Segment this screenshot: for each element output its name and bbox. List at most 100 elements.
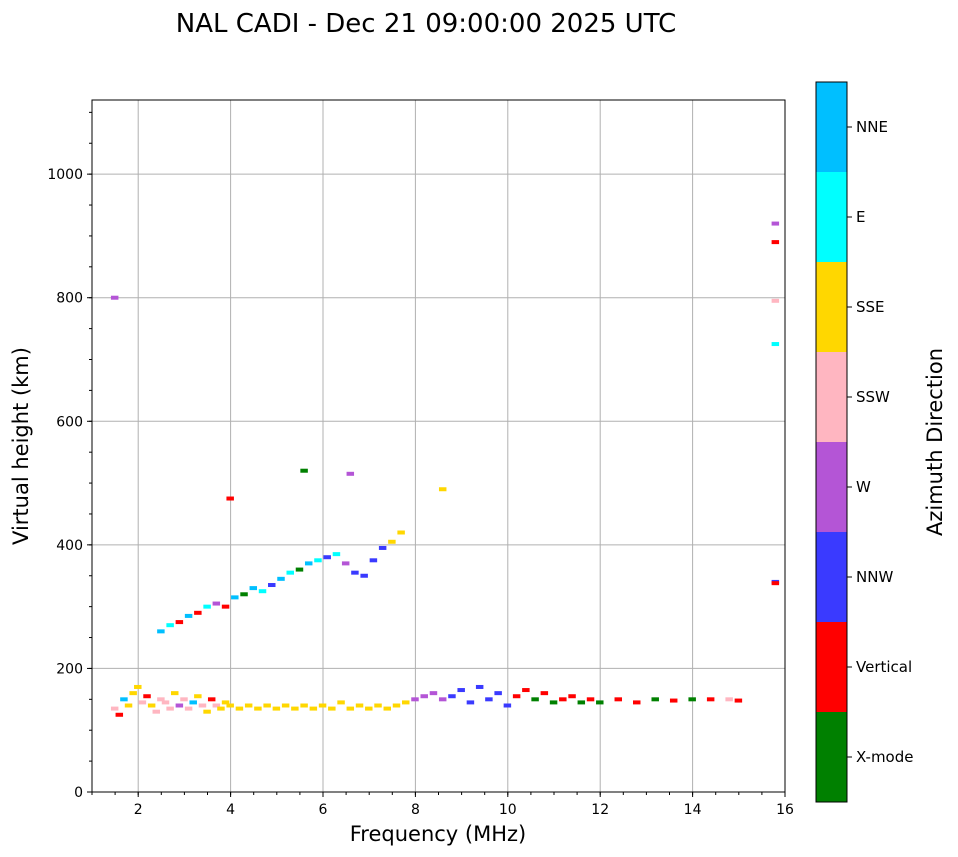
echo-point [231,595,239,600]
colorbar-segment [816,172,847,262]
y-tick-label: 0 [74,785,83,801]
x-axis-label: Frequency (MHz) [350,822,526,846]
echo-point [771,298,780,303]
echo-point [402,700,410,705]
echo-point [138,700,147,705]
echo-point [277,576,285,581]
echo-points [110,221,780,717]
echo-point [300,468,308,473]
echo-point [295,567,304,572]
echo-point [184,706,193,711]
echo-point [438,697,447,702]
echo-point [217,706,225,711]
echo-point [281,703,290,708]
echo-point [568,694,576,699]
echo-point [374,703,382,708]
echo-point [314,558,322,563]
echo-point [194,694,202,699]
echo-point [318,703,327,708]
echo-point [559,697,567,702]
echo-point [706,697,715,702]
y-tick-label: 1000 [47,167,83,183]
echo-point [549,700,558,705]
echo-point [725,697,733,702]
echo-point [203,709,211,714]
echo-point [134,684,142,689]
x-tick-label: 6 [319,802,328,818]
colorbar-label: E [856,208,865,226]
echo-point [180,697,188,702]
echo-point [512,694,521,699]
echo-point [771,240,780,245]
echo-point [586,697,595,702]
echo-point [124,703,133,708]
echo-point [420,694,428,699]
echo-point [157,697,165,702]
echo-point [429,691,438,696]
x-tick-label: 8 [411,802,420,818]
colorbar-label: Vertical [856,658,912,676]
y-tick-label: 800 [56,291,83,307]
colorbar-segment [816,712,847,802]
colorbar-frame [815,81,848,803]
echo-point [189,700,197,705]
echo-point [351,570,359,575]
echo-point [771,221,780,226]
echo-point [411,697,419,702]
chart-title: NAL CADI - Dec 21 09:00:00 2025 UTC [176,9,676,39]
echo-point [291,706,299,711]
echo-point [355,703,364,708]
colorbar-segment [816,262,847,352]
echo-point [110,706,119,711]
echo-point [207,697,216,702]
echo-point [152,709,161,714]
colorbar-title: Azimuth Direction [923,348,947,536]
echo-point [272,706,281,711]
echo-point [221,700,230,705]
echo-point [129,691,137,696]
echo-point [457,688,465,693]
echo-point [254,706,262,711]
y-axis-label: Virtual height (km) [9,347,33,545]
x-tick-label: 4 [226,802,235,818]
colorbar-label: NNE [856,118,888,136]
echo-point [263,703,271,708]
echo-point [346,706,355,711]
echo-point [448,694,456,699]
echo-point [258,589,267,594]
echo-point [633,700,641,705]
echo-point [268,583,276,588]
colorbar-segment [816,442,847,532]
echo-point [115,712,124,717]
echo-point [531,697,539,702]
echo-point [346,471,355,476]
echo-point [596,700,604,705]
echo-point [166,706,174,711]
echo-point [304,561,313,566]
echo-point [540,691,549,696]
echo-point [226,703,234,708]
echo-point [332,552,341,557]
echo-point [388,539,396,544]
echo-point [360,573,368,578]
echo-point [198,703,207,708]
y-tick-label: 400 [56,538,83,554]
x-tick-label: 14 [684,802,702,818]
echo-point [503,703,512,708]
echo-point [157,629,165,634]
echo-point [522,688,530,693]
echo-point [688,697,696,702]
echo-point [383,706,392,711]
y-tick-label: 200 [56,661,83,677]
echo-point [300,703,308,708]
x-tick-label: 16 [776,802,794,818]
echo-point [614,697,623,702]
echo-point [369,558,378,563]
echo-point [669,698,678,703]
echo-point [194,610,202,615]
echo-point [494,691,502,696]
echo-point [120,697,128,702]
axis-ticks: 2 4 6 8 10 12 14 16 0 200 400 600 800 1000 [47,111,794,818]
colorbar-label: W [856,478,871,496]
